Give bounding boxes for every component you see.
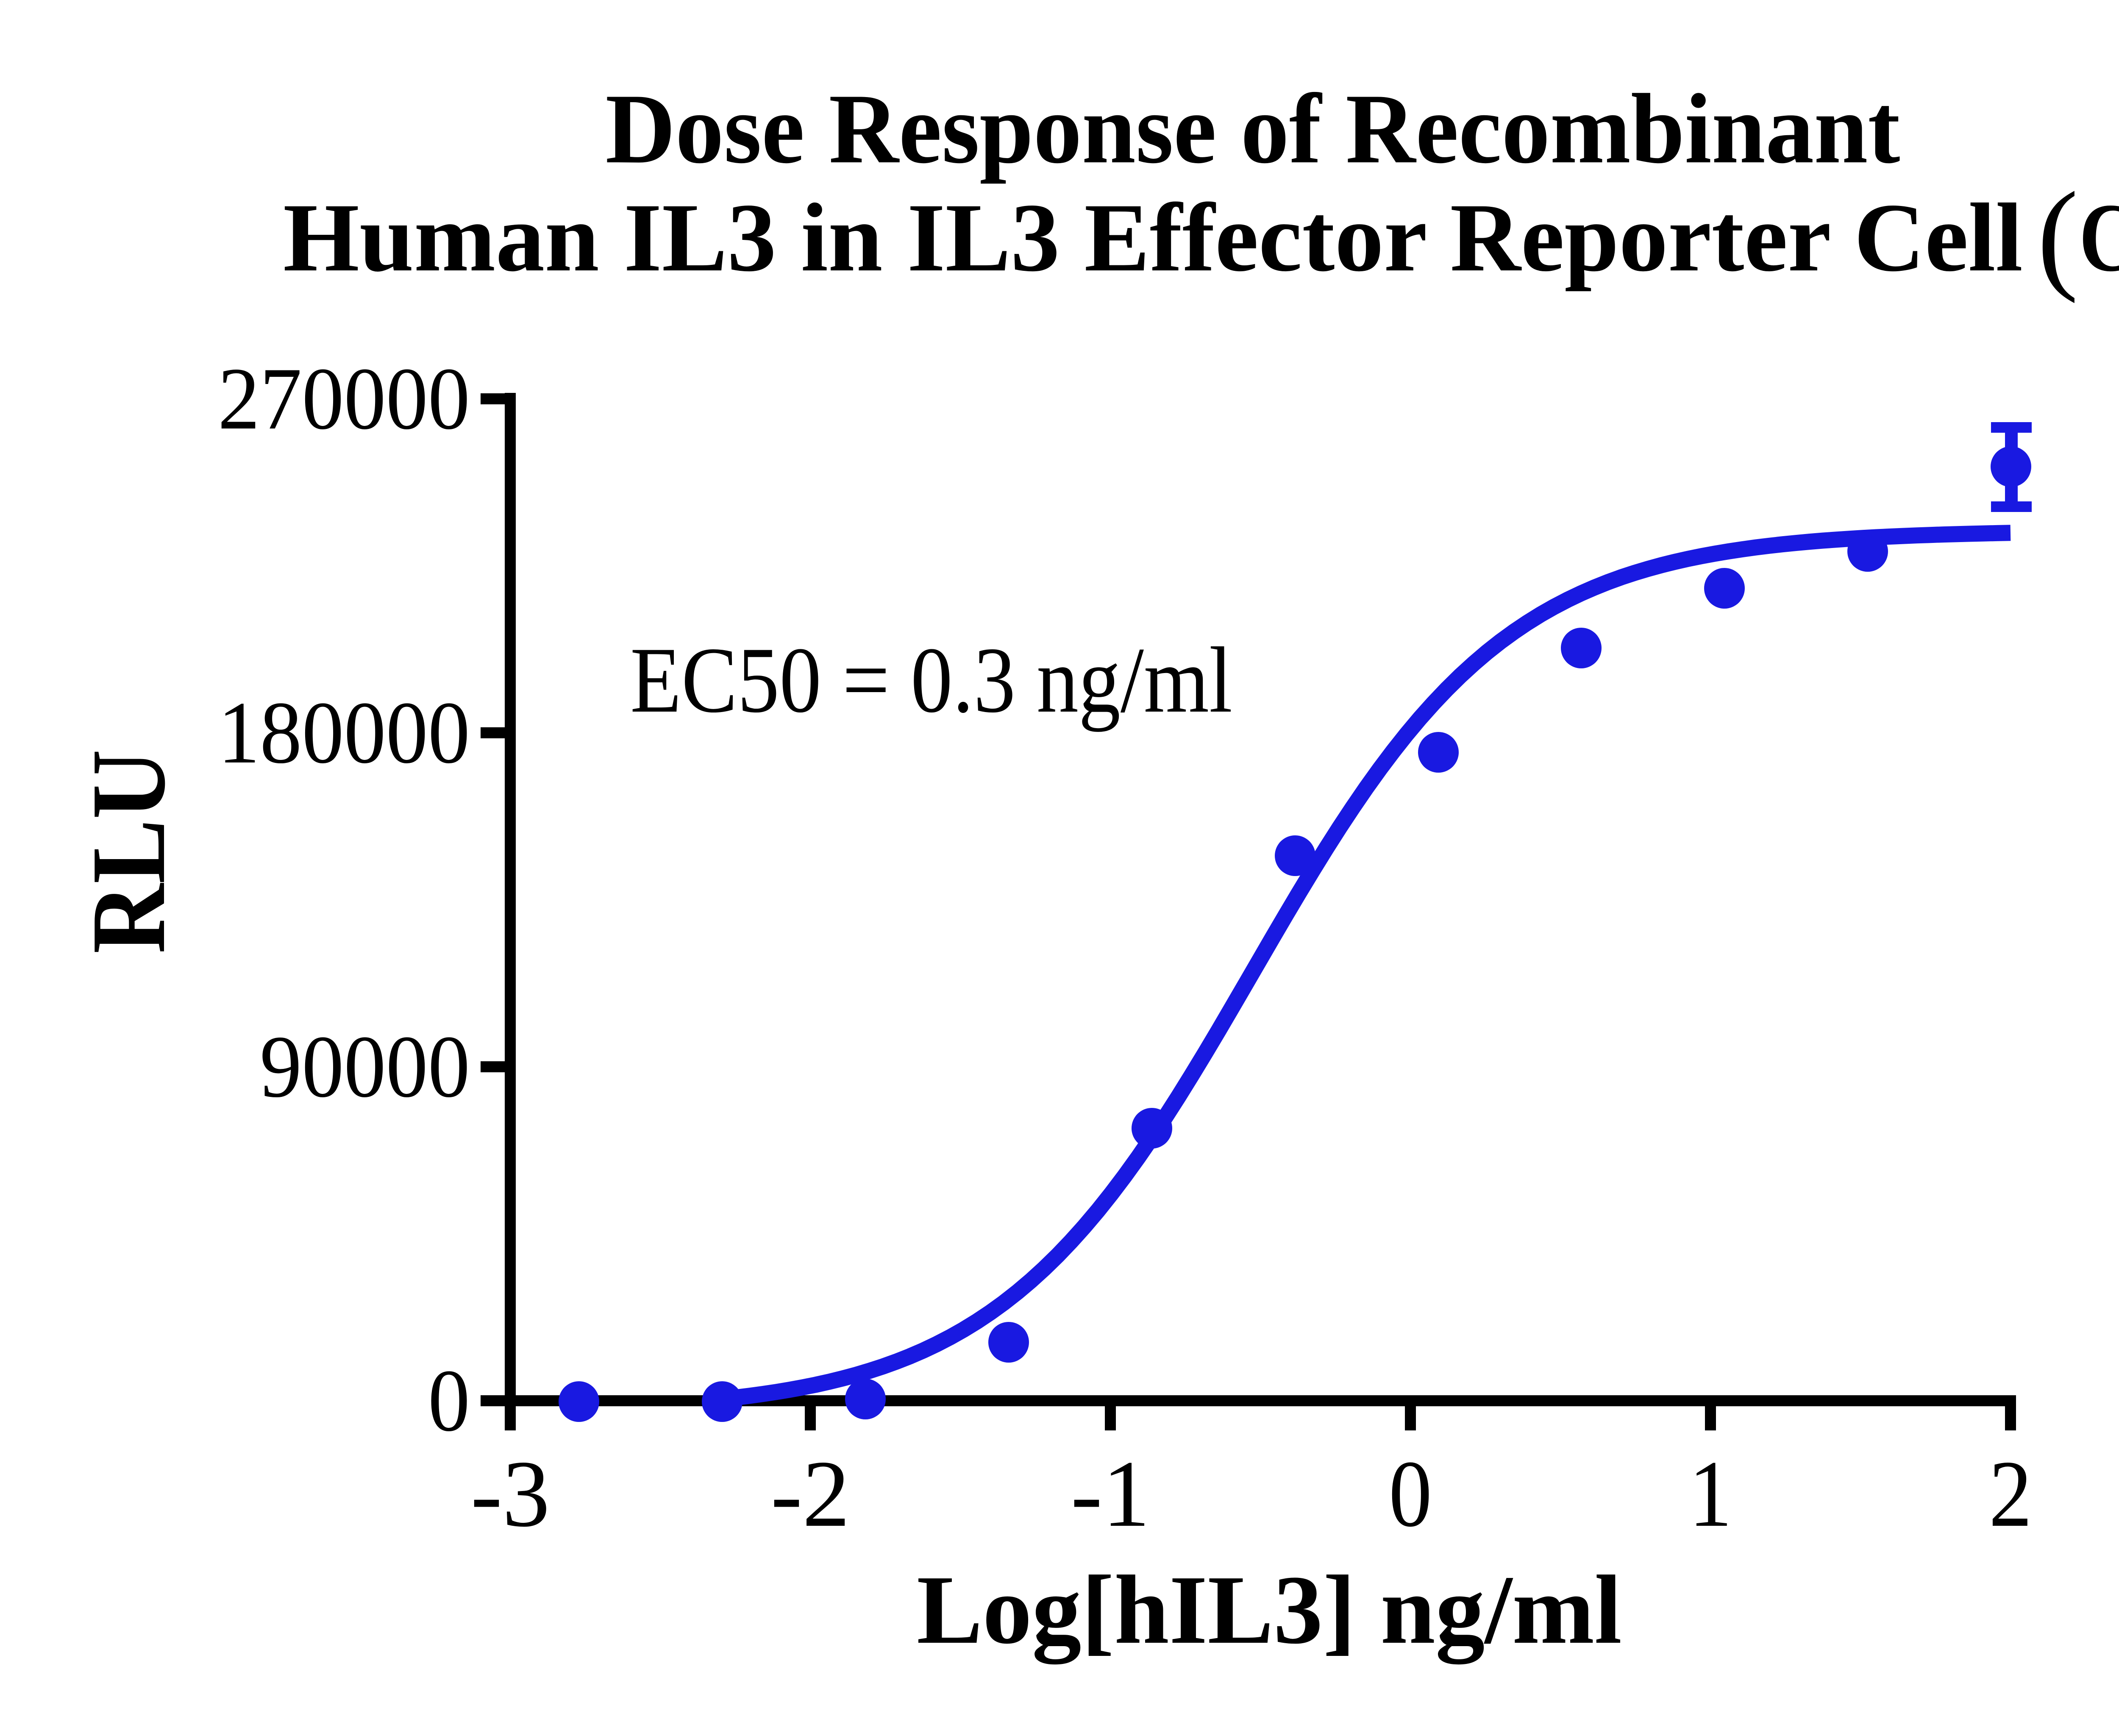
svg-text:RLU: RLU	[70, 749, 187, 954]
svg-text:-2: -2	[771, 1441, 850, 1547]
svg-text:Dose Response of Recombinant: Dose Response of Recombinant	[606, 74, 1900, 184]
svg-text:Human IL3 in IL3 Effector Repo: Human IL3 in IL3 Effector Reporter Cell	[283, 183, 2023, 292]
svg-text:(: (	[2037, 167, 2078, 304]
svg-text:Log[hIL3] ng/ml: Log[hIL3] ng/ml	[917, 1555, 1622, 1664]
svg-text:270000: 270000	[218, 350, 470, 448]
svg-text:0: 0	[1389, 1441, 1432, 1547]
svg-text:0: 0	[428, 1352, 470, 1450]
svg-text:C1: C1	[2079, 183, 2119, 292]
svg-text:-3: -3	[471, 1441, 550, 1547]
svg-text:2: 2	[1989, 1441, 2032, 1547]
svg-text:180000: 180000	[218, 684, 470, 782]
svg-text:EC50 = 0.3 ng/ml: EC50 = 0.3 ng/ml	[630, 628, 1232, 732]
svg-text:1: 1	[1689, 1441, 1732, 1547]
svg-text:-1: -1	[1071, 1441, 1150, 1547]
svg-text:90000: 90000	[260, 1018, 470, 1116]
